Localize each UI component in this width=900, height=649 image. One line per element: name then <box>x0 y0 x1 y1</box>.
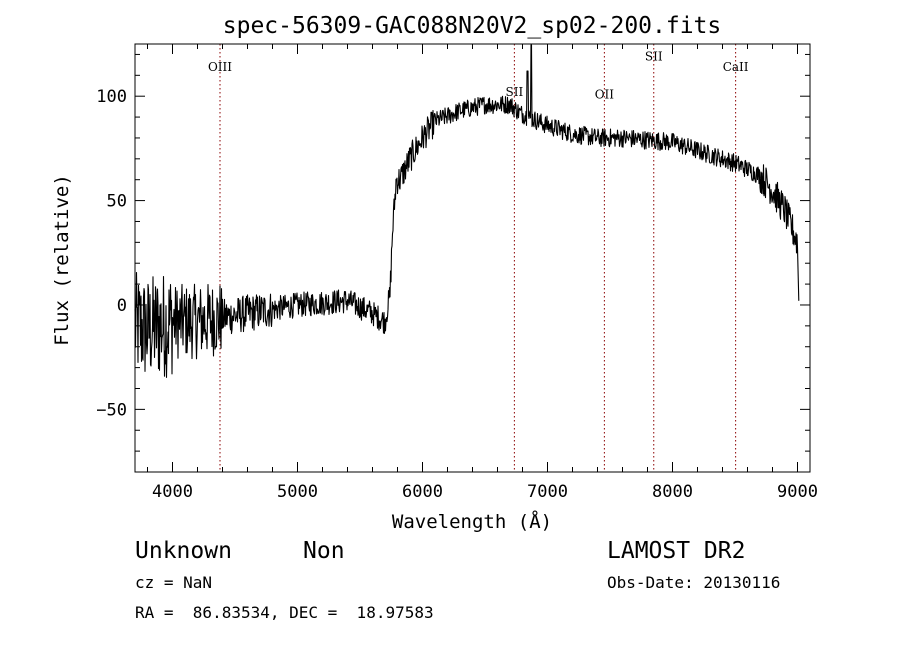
x-tick-label: 4000 <box>152 482 193 502</box>
y-tick-label: 0 <box>117 296 127 316</box>
x-tick-label: 8000 <box>652 482 693 502</box>
y-tick-label: 100 <box>96 87 127 107</box>
obs-date: Obs-Date: 20130116 <box>607 573 781 592</box>
axis-ticks <box>135 44 810 472</box>
class-name: Unknown <box>135 538 232 564</box>
y-tick-label: 50 <box>107 192 127 212</box>
subclass: Non <box>303 538 345 564</box>
line-marker-label: CaII <box>723 60 749 74</box>
x-tick-label: 7000 <box>527 482 568 502</box>
tick-labels: 4000 5000 6000 7000 8000 9000 −50 0 50 100 <box>96 87 818 502</box>
x-tick-label: 5000 <box>277 482 318 502</box>
chart-title: spec-56309-GAC088N20V2_sp02-200.fits <box>223 13 722 39</box>
coordinates: RA = 86.83534, DEC = 18.97583 <box>135 603 434 622</box>
line-marker-label: SII <box>645 50 663 64</box>
x-axis-label: Wavelength (Å) <box>392 510 552 533</box>
survey-name: LAMOST DR2 <box>607 538 746 564</box>
x-tick-label: 6000 <box>402 482 443 502</box>
line-marker-label: OII <box>595 87 615 101</box>
line-marker-label: SII <box>506 85 524 99</box>
emission-line-markers: OIII SII OII SII CaII <box>208 44 749 472</box>
line-marker-label: OIII <box>208 60 232 74</box>
y-tick-label: −50 <box>96 400 127 420</box>
spectrum-line <box>134 44 800 378</box>
plot-frame <box>134 43 811 473</box>
redshift-value: cz = NaN <box>135 573 213 592</box>
y-axis-label: Flux (relative) <box>51 174 73 346</box>
x-tick-label: 9000 <box>777 482 818 502</box>
